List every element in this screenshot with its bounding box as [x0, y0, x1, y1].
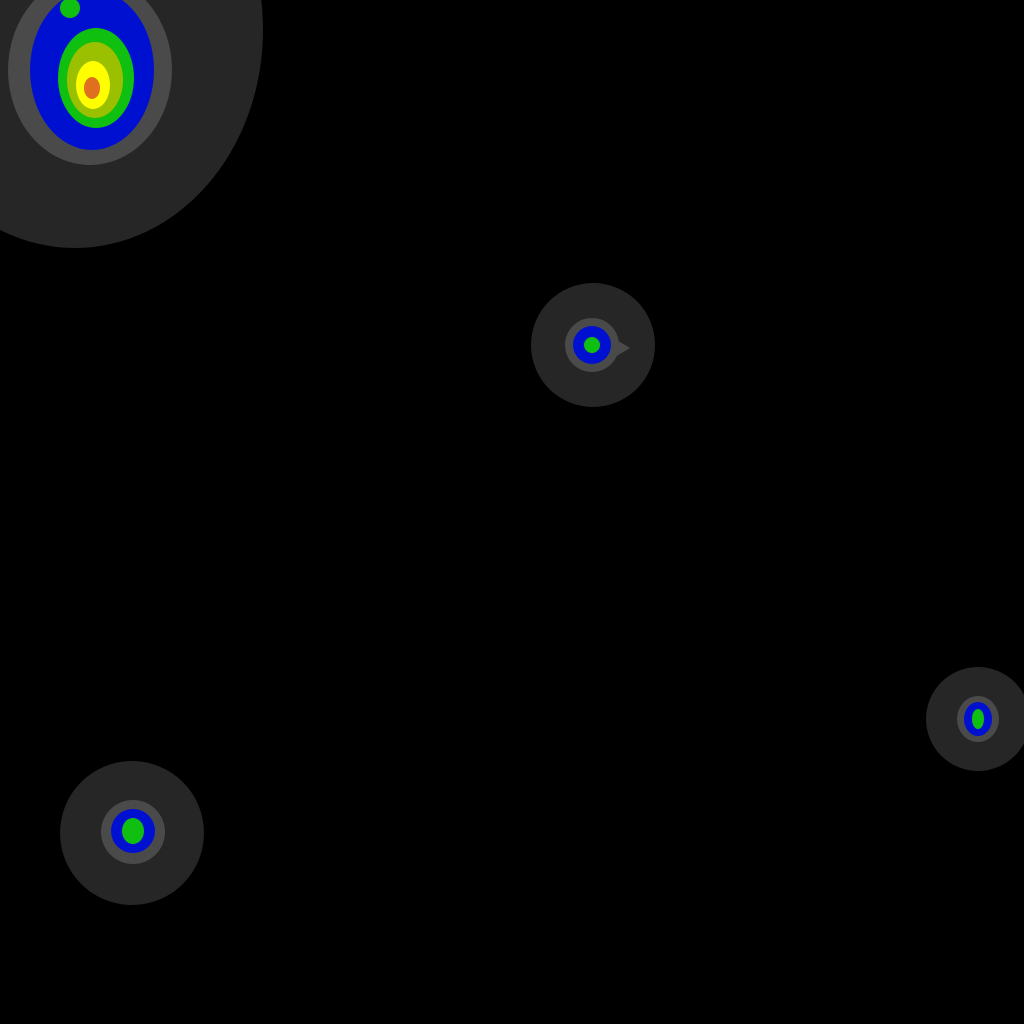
hotspot-center	[531, 283, 655, 407]
level-green	[584, 337, 600, 353]
hotspot-large	[0, 0, 263, 248]
level-orange	[84, 77, 100, 99]
hotspot-right	[926, 667, 1024, 771]
level-green	[122, 818, 144, 844]
hotspot-bottom-left	[60, 761, 204, 905]
level-green	[972, 709, 984, 729]
level-green	[60, 0, 80, 18]
